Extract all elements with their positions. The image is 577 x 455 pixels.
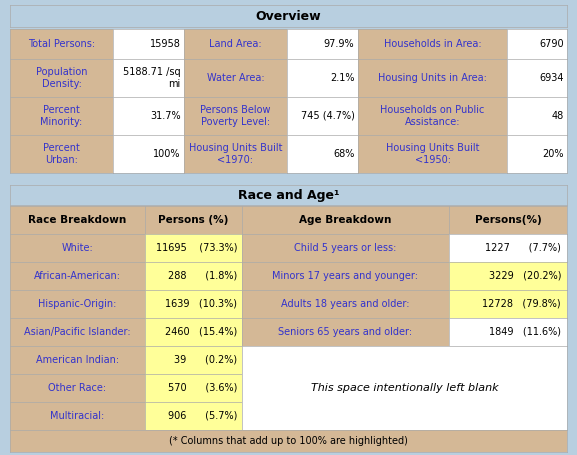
Text: 745 (4.7%): 745 (4.7%) [301, 111, 354, 121]
Text: 31.7%: 31.7% [150, 111, 181, 121]
Text: 6934: 6934 [539, 73, 564, 83]
Text: Asian/Pacific Islander:: Asian/Pacific Islander: [24, 327, 131, 337]
Text: Race and Age¹: Race and Age¹ [238, 188, 339, 202]
Text: This space intentionally left blank: This space intentionally left blank [310, 383, 499, 393]
Text: Child 5 years or less:: Child 5 years or less: [294, 243, 397, 253]
Text: 1227      (7.7%): 1227 (7.7%) [485, 243, 561, 253]
Text: Persons Below
Poverty Level:: Persons Below Poverty Level: [200, 105, 271, 127]
Text: 1849   (11.6%): 1849 (11.6%) [489, 327, 561, 337]
Text: 20%: 20% [542, 149, 564, 159]
Text: 3229   (20.2%): 3229 (20.2%) [489, 271, 561, 281]
Text: 11695    (73.3%): 11695 (73.3%) [156, 243, 237, 253]
Text: Population
Density:: Population Density: [36, 67, 87, 89]
Text: Housing Units Built
<1970:: Housing Units Built <1970: [189, 143, 282, 165]
Text: Housing Units Built
<1950:: Housing Units Built <1950: [386, 143, 479, 165]
Text: Other Race:: Other Race: [48, 383, 107, 393]
Text: Persons (%): Persons (%) [158, 215, 228, 225]
Text: Persons(%): Persons(%) [475, 215, 541, 225]
Text: 100%: 100% [153, 149, 181, 159]
Text: 2460   (15.4%): 2460 (15.4%) [165, 327, 237, 337]
Text: Minors 17 years and younger:: Minors 17 years and younger: [272, 271, 418, 281]
Text: American Indian:: American Indian: [36, 355, 119, 365]
Text: Total Persons:: Total Persons: [28, 39, 95, 49]
Text: Overview: Overview [256, 10, 321, 22]
Text: 6790: 6790 [539, 39, 564, 49]
Text: African-American:: African-American: [34, 271, 121, 281]
Text: 15958: 15958 [149, 39, 181, 49]
Text: 5188.71 /sq
mi: 5188.71 /sq mi [123, 67, 181, 89]
Text: 68%: 68% [333, 149, 354, 159]
Text: Adults 18 years and older:: Adults 18 years and older: [281, 299, 410, 309]
Text: Housing Units in Area:: Housing Units in Area: [378, 73, 487, 83]
Text: White:: White: [62, 243, 93, 253]
Text: 12728   (79.8%): 12728 (79.8%) [482, 299, 561, 309]
Text: Hispanic-Origin:: Hispanic-Origin: [38, 299, 117, 309]
Text: Seniors 65 years and older:: Seniors 65 years and older: [279, 327, 413, 337]
Text: Age Breakdown: Age Breakdown [299, 215, 392, 225]
Text: 48: 48 [552, 111, 564, 121]
Text: Race Breakdown: Race Breakdown [28, 215, 126, 225]
Text: Percent
Minority:: Percent Minority: [40, 105, 83, 127]
Text: 570      (3.6%): 570 (3.6%) [168, 383, 237, 393]
Text: Households in Area:: Households in Area: [384, 39, 481, 49]
Text: Percent
Urban:: Percent Urban: [43, 143, 80, 165]
Text: Multiracial:: Multiracial: [50, 411, 104, 421]
Text: 1639   (10.3%): 1639 (10.3%) [165, 299, 237, 309]
Text: Households on Public
Assistance:: Households on Public Assistance: [380, 105, 485, 127]
Text: 2.1%: 2.1% [330, 73, 354, 83]
Text: 97.9%: 97.9% [324, 39, 354, 49]
Text: (* Columns that add up to 100% are highlighted): (* Columns that add up to 100% are highl… [169, 436, 408, 446]
Text: Water Area:: Water Area: [207, 73, 264, 83]
Text: 906      (5.7%): 906 (5.7%) [168, 411, 237, 421]
Text: 39      (0.2%): 39 (0.2%) [174, 355, 237, 365]
Text: Land Area:: Land Area: [209, 39, 262, 49]
Text: 288      (1.8%): 288 (1.8%) [168, 271, 237, 281]
